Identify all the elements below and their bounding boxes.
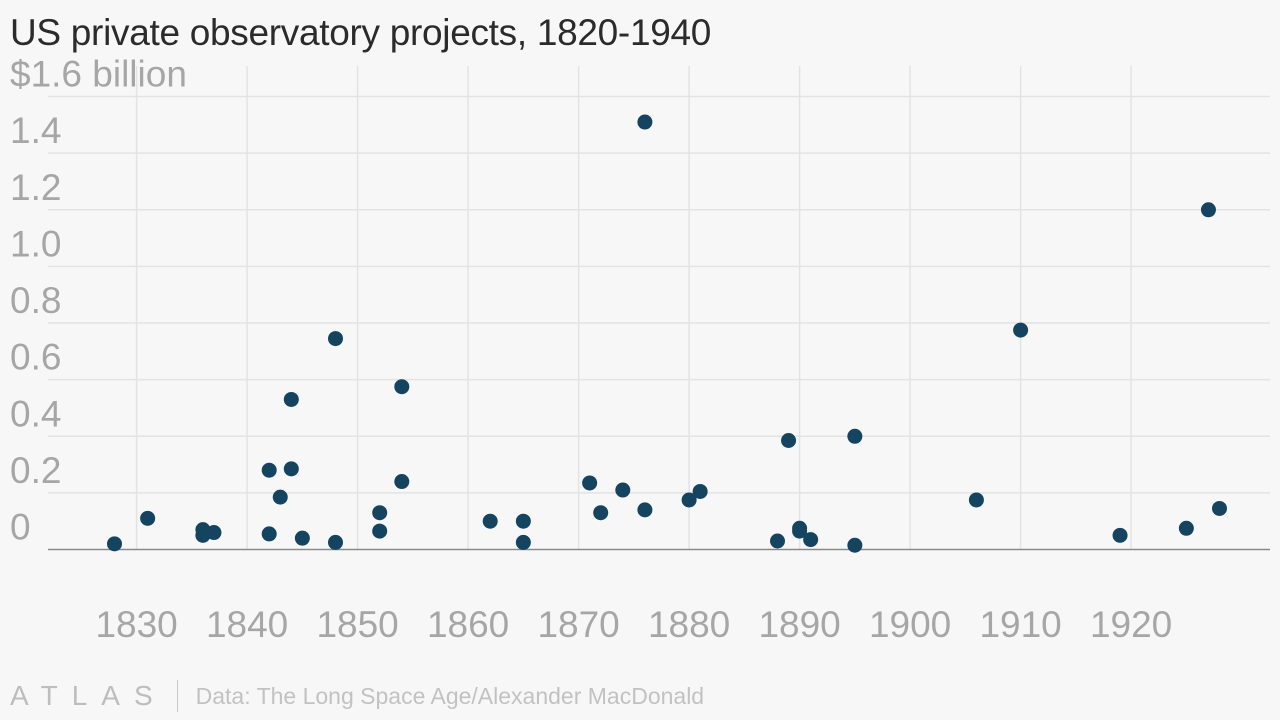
x-tick-label: 1880 <box>648 604 730 645</box>
atlas-logo: ATLAS <box>10 680 167 711</box>
data-point <box>582 475 598 491</box>
source-note: Data: The Long Space Age/Alexander MacDo… <box>195 682 705 709</box>
y-tick-label: 1.2 <box>10 167 61 208</box>
x-tick-label: 1860 <box>427 604 509 645</box>
grid-lines <box>48 66 1270 550</box>
data-point <box>803 532 819 548</box>
x-tick-label: 1920 <box>1090 604 1172 645</box>
data-point <box>593 505 609 521</box>
data-point <box>482 513 498 529</box>
data-point <box>272 489 288 505</box>
data-point <box>372 523 388 539</box>
footer-divider <box>176 680 178 712</box>
data-point <box>394 379 410 395</box>
x-tick-label: 1830 <box>95 604 177 645</box>
data-point <box>681 492 697 508</box>
data-point <box>261 462 277 478</box>
data-point <box>294 530 310 546</box>
x-tick-label: 1910 <box>979 604 1061 645</box>
y-tick-label: 0.2 <box>10 450 61 491</box>
data-point <box>515 513 531 529</box>
x-tick-label: 1900 <box>869 604 951 645</box>
y-tick-label: 0.4 <box>10 393 61 434</box>
data-point <box>261 526 277 542</box>
data-point <box>206 525 222 541</box>
y-tick-label: $1.6 billion <box>10 54 187 95</box>
data-point <box>615 482 631 498</box>
data-point <box>1200 202 1216 218</box>
data-point <box>1013 322 1029 338</box>
y-tick-label: 0 <box>10 507 31 548</box>
x-tick-label: 1870 <box>537 604 619 645</box>
data-point <box>692 483 708 499</box>
x-tick-label: 1890 <box>758 604 840 645</box>
y-tick-label: 0.8 <box>10 280 61 321</box>
y-tick-label: 1.0 <box>10 223 61 264</box>
data-point <box>637 114 653 130</box>
chart-title: US private observatory projects, 1820-19… <box>10 12 712 53</box>
data-point <box>283 461 299 477</box>
data-point <box>283 391 299 407</box>
data-point <box>770 533 785 549</box>
data-point <box>140 510 156 526</box>
y-tick-label: 0.6 <box>10 337 61 378</box>
data-point <box>1178 520 1194 536</box>
data-point <box>968 492 984 508</box>
x-tick-label: 1850 <box>316 604 398 645</box>
data-point <box>847 428 863 444</box>
data-point <box>394 474 410 490</box>
data-points <box>107 114 1227 553</box>
data-point <box>637 502 653 518</box>
x-tick-label: 1840 <box>206 604 288 645</box>
data-point <box>107 536 122 552</box>
footer: ATLAS Data: The Long Space Age/Alexander… <box>10 678 704 714</box>
data-point <box>515 534 531 550</box>
y-axis-tick-labels: 0 0.2 0.4 0.6 0.8 1.0 1.2 1.4 $1.6 billion <box>10 54 187 548</box>
data-point <box>1212 500 1227 516</box>
data-point <box>792 523 808 539</box>
data-point <box>847 537 863 553</box>
y-tick-label: 1.4 <box>10 110 61 151</box>
data-point <box>328 534 343 550</box>
x-axis-tick-labels: 1830 1840 1850 1860 1870 1880 1890 1900 1910 1920 <box>95 604 1172 645</box>
data-point <box>781 433 797 449</box>
data-point <box>372 505 388 521</box>
data-point <box>328 331 343 347</box>
data-point <box>1112 527 1128 543</box>
